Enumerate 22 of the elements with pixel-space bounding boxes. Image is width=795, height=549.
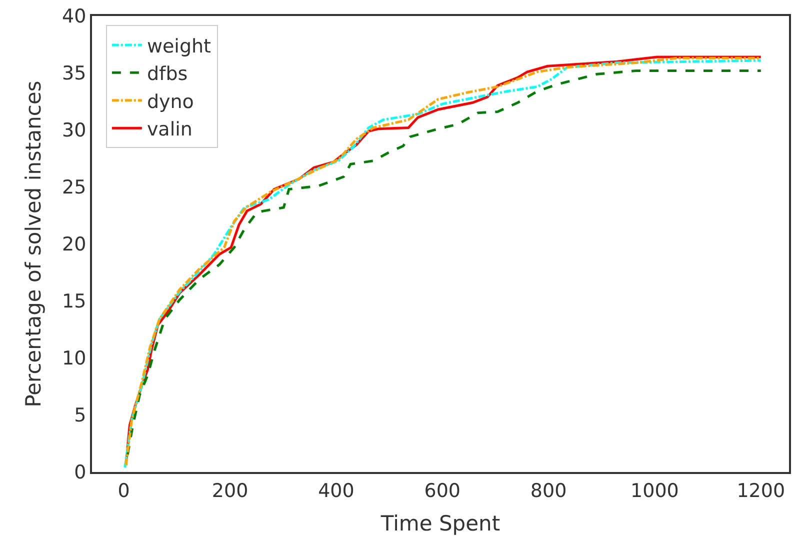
y-tick-label: 10 (62, 348, 86, 370)
x-tick-label: 400 (318, 480, 354, 502)
y-tick-label: 20 (62, 234, 86, 256)
x-axis-title: Time Spent (380, 512, 500, 536)
x-tick-label: 800 (530, 480, 567, 502)
y-tick-label: 25 (62, 176, 86, 199)
legend-label: dfbs (146, 63, 188, 86)
y-tick-label: 15 (62, 290, 86, 313)
x-tick-label: 200 (212, 480, 248, 502)
y-axis-title: Percentage of solved instances (22, 80, 46, 408)
y-tick-label: 0 (74, 462, 86, 484)
x-tick-label: 1000 (630, 480, 679, 502)
x-tick-label: 0 (118, 480, 130, 502)
y-tick-label: 35 (62, 62, 86, 85)
y-tick-label: 30 (62, 120, 86, 142)
x-tick-label: 1200 (736, 480, 786, 502)
legend-label: valin (146, 118, 192, 140)
legend-label: dyno (146, 90, 194, 113)
legend-label: weight (146, 35, 212, 58)
y-tick-label: 40 (62, 6, 86, 28)
x-tick-label: 600 (424, 480, 460, 502)
y-tick-label: 5 (74, 404, 86, 427)
